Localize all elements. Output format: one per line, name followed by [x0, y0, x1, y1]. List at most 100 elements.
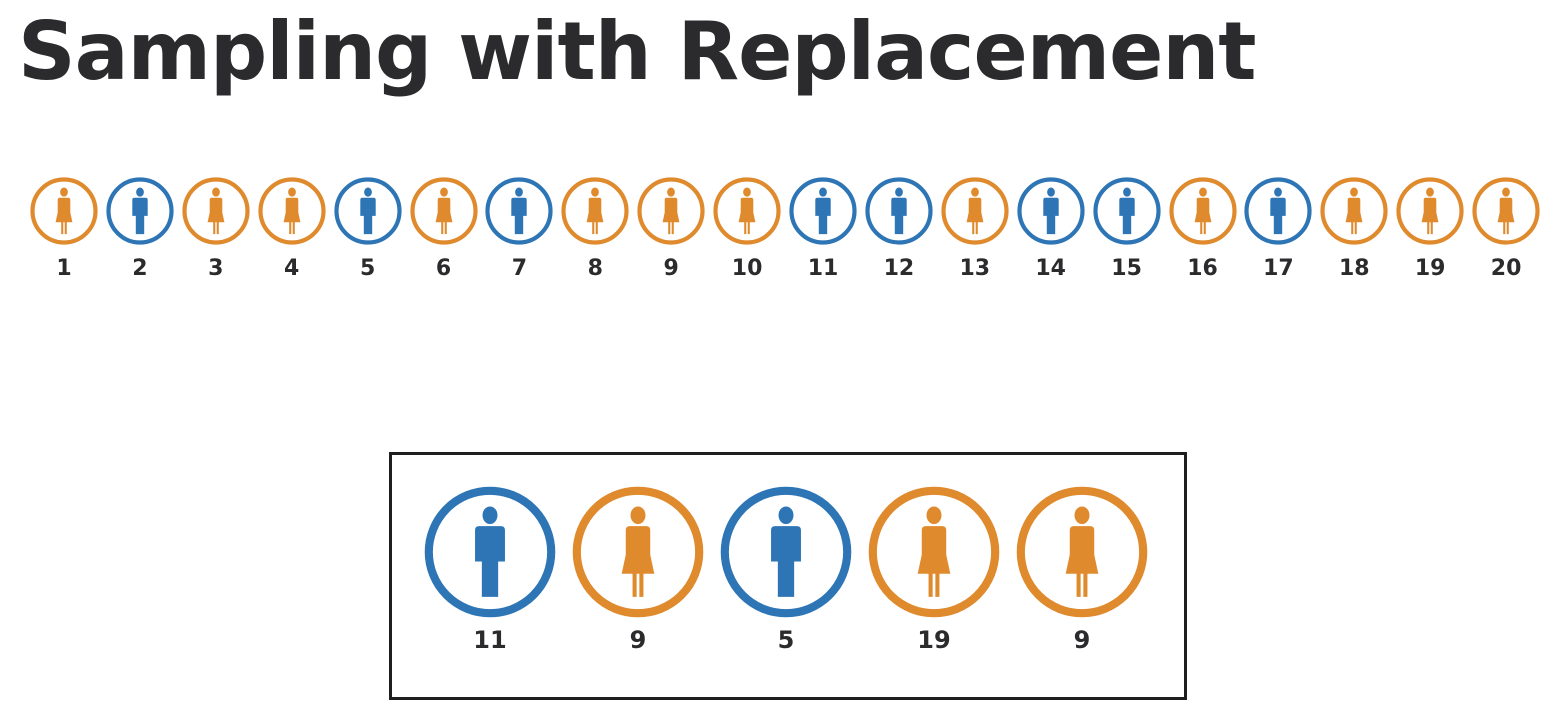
ring-circle [1244, 177, 1312, 245]
female-person-icon [30, 177, 98, 245]
head-shape [1122, 187, 1131, 197]
ring-circle [1168, 177, 1237, 245]
head-shape [743, 187, 751, 197]
body-shape [132, 197, 148, 235]
male-person-icon [1244, 177, 1312, 245]
sample-number-label: 5 [777, 626, 795, 654]
sample-person: 19 [864, 484, 1004, 654]
population-person: 6 [406, 176, 482, 282]
population-person: 5 [330, 176, 406, 282]
female-person-icon [1472, 177, 1540, 245]
male-person-icon [1092, 177, 1161, 245]
body-shape [1345, 197, 1363, 235]
body-shape [738, 197, 756, 235]
female-person-icon [637, 177, 705, 245]
body-shape [1421, 197, 1439, 235]
male-person-icon [865, 177, 933, 245]
head-shape [482, 506, 498, 525]
female-person-icon [182, 177, 250, 245]
body-shape [891, 197, 907, 235]
population-person: 10 [709, 176, 785, 282]
ring-circle [789, 177, 857, 245]
female-person-icon [258, 177, 326, 245]
ring-circle [1396, 177, 1464, 245]
population-person: 8 [557, 176, 633, 282]
person-number-label: 11 [807, 256, 839, 281]
ring-circle [868, 486, 1000, 618]
female-person-icon [409, 177, 478, 245]
person-number-label: 8 [587, 256, 603, 281]
body-shape [1270, 197, 1287, 235]
person-number-label: 17 [1263, 256, 1294, 281]
person-number-label: 1 [56, 256, 72, 281]
ring-circle [720, 486, 852, 618]
head-shape [667, 187, 676, 197]
female-person-icon [1320, 177, 1388, 245]
body-shape [1194, 197, 1211, 235]
male-person-icon [485, 177, 553, 245]
body-shape [966, 197, 984, 235]
head-shape [819, 187, 827, 197]
population-person: 15 [1089, 176, 1165, 282]
body-shape [586, 197, 604, 235]
person-number-label: 12 [883, 256, 915, 281]
ring-circle [572, 486, 704, 618]
sample-number-label: 9 [629, 626, 647, 654]
population-person: 16 [1165, 176, 1241, 282]
head-shape [60, 187, 68, 197]
population-person: 11 [785, 176, 861, 282]
population-person: 20 [1468, 176, 1544, 282]
female-person-icon [941, 177, 1009, 245]
sample-number-label: 11 [473, 626, 507, 654]
population-person: 12 [861, 176, 937, 282]
body-shape [359, 197, 376, 235]
sample-box: 11 9 5 19 9 [389, 452, 1187, 700]
person-number-label: 14 [1035, 256, 1066, 281]
population-person: 19 [1392, 176, 1468, 282]
sample-number-label: 19 [917, 626, 951, 654]
page-title: Sampling with Replacement [18, 5, 1257, 98]
ring-circle [424, 486, 556, 618]
population-person: 7 [481, 176, 557, 282]
population-person: 2 [102, 176, 178, 282]
head-shape [778, 506, 794, 525]
body-shape [1042, 197, 1059, 235]
body-shape [511, 197, 528, 235]
population-row: 1 2 3 4 5 6 7 8 9 10 11 12 13 14 15 16 17 18 19 20 [0, 0, 1553, 300]
population-person: 18 [1316, 176, 1392, 282]
head-shape [1350, 187, 1359, 197]
head-shape [515, 187, 524, 197]
head-shape [1046, 187, 1055, 197]
ring-circle [637, 177, 705, 245]
person-number-label: 20 [1490, 256, 1522, 281]
person-number-label: 18 [1338, 256, 1370, 281]
person-number-label: 5 [359, 256, 376, 281]
head-shape [363, 187, 372, 197]
female-person-icon [1016, 486, 1148, 618]
ring-circle [1016, 486, 1148, 618]
body-shape [55, 197, 73, 235]
ring-circle [409, 177, 478, 245]
ring-circle [1017, 177, 1085, 245]
person-number-label: 13 [959, 256, 991, 281]
ring-circle [713, 177, 781, 245]
body-shape [1118, 197, 1135, 235]
sample-number-label: 9 [1073, 626, 1091, 654]
head-shape [211, 187, 220, 197]
body-shape [1065, 526, 1099, 597]
male-person-icon [1017, 177, 1085, 245]
population-person: 17 [1240, 176, 1316, 282]
ring-circle [106, 177, 174, 245]
person-number-label: 6 [435, 256, 452, 281]
body-shape [207, 197, 225, 235]
body-shape [815, 197, 831, 235]
ring-circle [333, 177, 402, 245]
ring-circle [865, 177, 933, 245]
head-shape [630, 506, 646, 525]
sample-person: 9 [1012, 484, 1152, 654]
body-shape [917, 526, 951, 597]
head-shape [136, 187, 144, 197]
ring-circle [30, 177, 98, 245]
ring-circle [1320, 177, 1388, 245]
body-shape [283, 197, 301, 235]
